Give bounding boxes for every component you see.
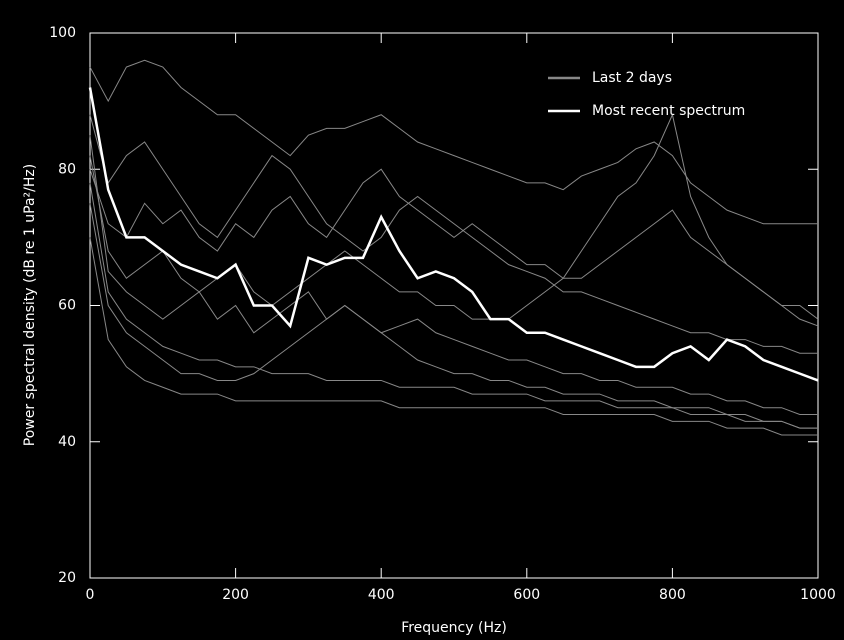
legend-label: Last 2 days bbox=[592, 70, 672, 86]
x-tick-label: 600 bbox=[513, 587, 540, 603]
x-tick-label: 200 bbox=[222, 587, 249, 603]
spectrum-line bbox=[89, 113, 819, 327]
spectrum-line bbox=[89, 114, 818, 354]
y-tick-label: 20 bbox=[58, 570, 76, 586]
y-axis-label: Power spectral density (dB re 1 uPa²/Hz) bbox=[22, 164, 38, 446]
spectrum-line bbox=[89, 203, 818, 429]
spectrum-line bbox=[89, 59, 818, 225]
x-tick-label: 1000 bbox=[800, 587, 836, 603]
y-tick-label: 60 bbox=[58, 298, 76, 314]
x-tick-label: 400 bbox=[368, 587, 395, 603]
spectrum-line bbox=[89, 182, 818, 429]
recent-spectrum-line bbox=[88, 87, 819, 382]
spectrum-line bbox=[89, 135, 818, 415]
spectrum-line bbox=[89, 237, 818, 436]
x-tick-label: 800 bbox=[659, 587, 686, 603]
y-tick-label: 80 bbox=[58, 161, 76, 177]
x-axis-label: Frequency (Hz) bbox=[401, 620, 507, 636]
y-tick-label: 40 bbox=[58, 434, 76, 450]
y-tick-label: 100 bbox=[49, 25, 76, 41]
spectrum-line bbox=[89, 168, 819, 320]
x-tick-label: 0 bbox=[86, 587, 95, 603]
legend-label: Most recent spectrum bbox=[592, 103, 745, 119]
